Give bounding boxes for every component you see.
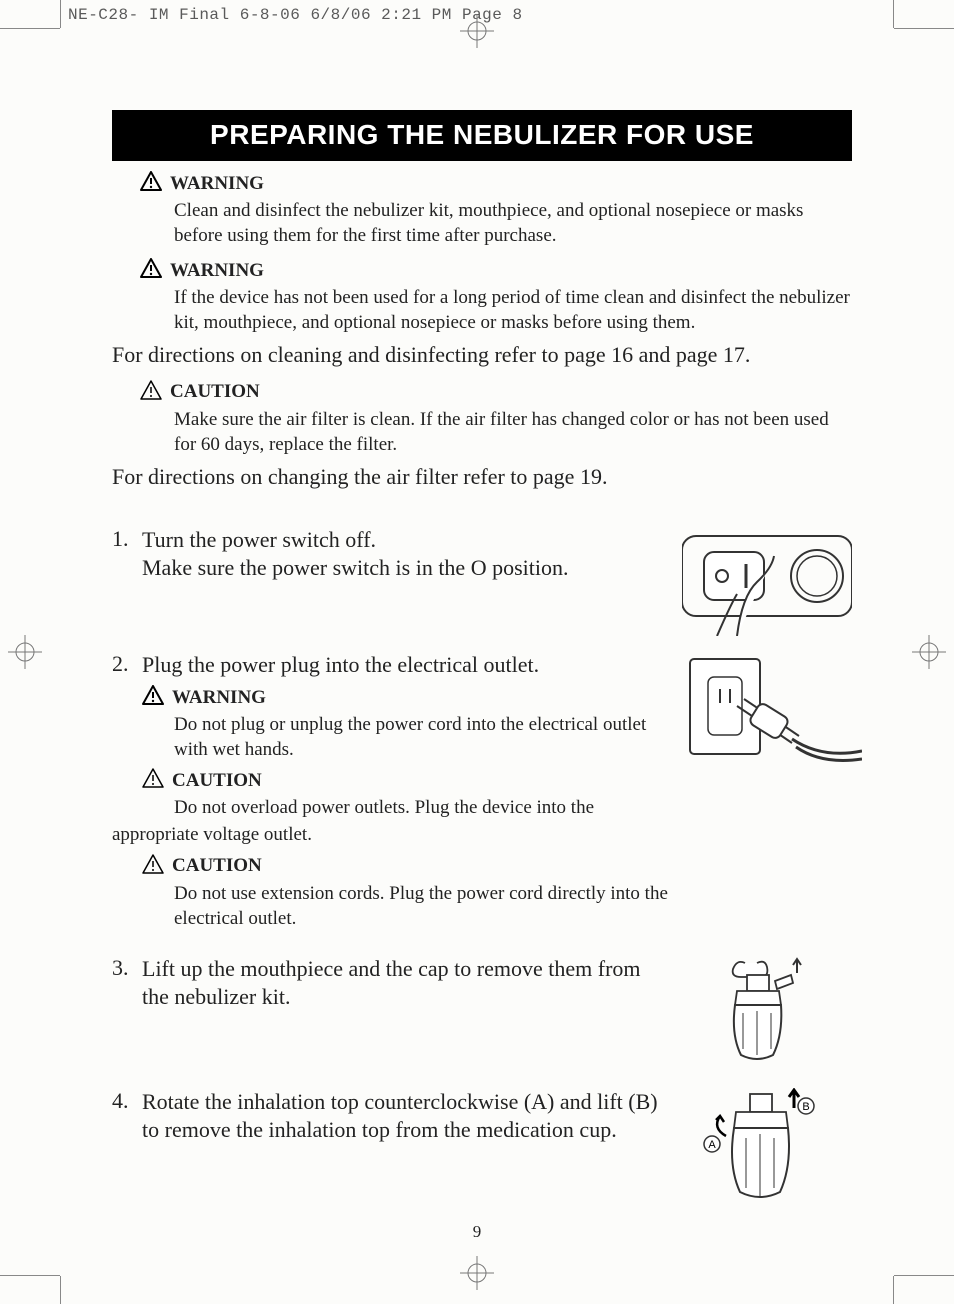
crop-mark (60, 1276, 61, 1304)
warning-text: Clean and disinfect the nebulizer kit, m… (140, 198, 852, 248)
caution-block: CAUTION Do not overload power outlets. P… (112, 768, 672, 847)
step-number: 2. (112, 651, 142, 677)
crop-mark (894, 28, 954, 29)
registration-mark-icon (460, 14, 494, 48)
step-2: 2.Plug the power plug into the electrica… (112, 651, 852, 931)
reference-text: For directions on changing the air filte… (112, 463, 852, 492)
step-number: 1. (112, 526, 142, 552)
step-number: 4. (112, 1088, 142, 1145)
warning-block: WARNING Do not plug or unplug the power … (112, 685, 672, 762)
registration-mark-icon (8, 635, 42, 669)
figure-rotate-inhalation-top: A B (672, 1088, 852, 1213)
page-number: 9 (473, 1222, 482, 1242)
caution-block: CAUTION Make sure the air filter is clea… (112, 380, 852, 457)
caution-text: Do not use extension cords. Plug the pow… (142, 881, 672, 931)
step-title: Lift up the mouthpiece and the cap to re… (142, 955, 672, 1012)
step-detail: Make sure the power switch is in the O p… (112, 554, 672, 583)
warning-text: If the device has not been used for a lo… (140, 285, 852, 335)
caution-text: Do not overload power outlets. Plug the … (142, 795, 672, 820)
caution-label: CAUTION (172, 855, 262, 877)
step-title: Rotate the inhalation top counterclockwi… (142, 1088, 672, 1145)
crop-mark (0, 28, 60, 29)
caution-label: CAUTION (170, 381, 260, 403)
step-4: 4. Rotate the inhalation top countercloc… (112, 1088, 852, 1213)
caution-label: CAUTION (172, 770, 262, 792)
figure-label-b: B (802, 1101, 809, 1113)
step-1: 1.Turn the power switch off. Make sure t… (112, 526, 852, 641)
figure-power-switch (672, 526, 852, 641)
page-content: PREPARING THE NEBULIZER FOR USE WARNING … (112, 110, 852, 1213)
crop-mark (893, 1276, 894, 1304)
caution-text: Make sure the air filter is clean. If th… (140, 407, 852, 457)
figure-label-a: A (708, 1139, 716, 1151)
warning-triangle-icon (140, 171, 162, 196)
crop-mark (60, 0, 61, 28)
reference-text: For directions on cleaning and disinfect… (112, 341, 852, 370)
warning-block: WARNING If the device has not been used … (112, 258, 852, 335)
warning-block: WARNING Clean and disinfect the nebulize… (112, 171, 852, 248)
step-3: 3. Lift up the mouthpiece and the cap to… (112, 955, 852, 1070)
step-number: 3. (112, 955, 142, 1012)
registration-mark-icon (460, 1256, 494, 1290)
caution-block: CAUTION Do not use extension cords. Plug… (112, 854, 672, 931)
warning-label: WARNING (170, 260, 264, 282)
crop-mark (0, 1275, 60, 1276)
crop-mark (894, 1275, 954, 1276)
figure-remove-mouthpiece (672, 955, 852, 1070)
step-title: Turn the power switch off. (142, 527, 376, 552)
figure-power-plug (672, 651, 852, 931)
warning-text: Do not plug or unplug the power cord int… (142, 712, 672, 762)
caution-triangle-icon (142, 768, 164, 793)
section-title: PREPARING THE NEBULIZER FOR USE (112, 110, 852, 161)
printer-slug: NE-C28- IM Final 6-8-06 6/8/06 2:21 PM P… (68, 6, 523, 24)
warning-triangle-icon (140, 258, 162, 283)
warning-label: WARNING (172, 687, 266, 709)
warning-triangle-icon (142, 685, 164, 710)
warning-label: WARNING (170, 173, 264, 195)
registration-mark-icon (912, 635, 946, 669)
caution-triangle-icon (140, 380, 162, 405)
caution-triangle-icon (142, 854, 164, 879)
step-title: Plug the power plug into the electrical … (142, 652, 539, 677)
caution-text-cont: appropriate voltage outlet. (112, 822, 672, 847)
crop-mark (893, 0, 894, 28)
